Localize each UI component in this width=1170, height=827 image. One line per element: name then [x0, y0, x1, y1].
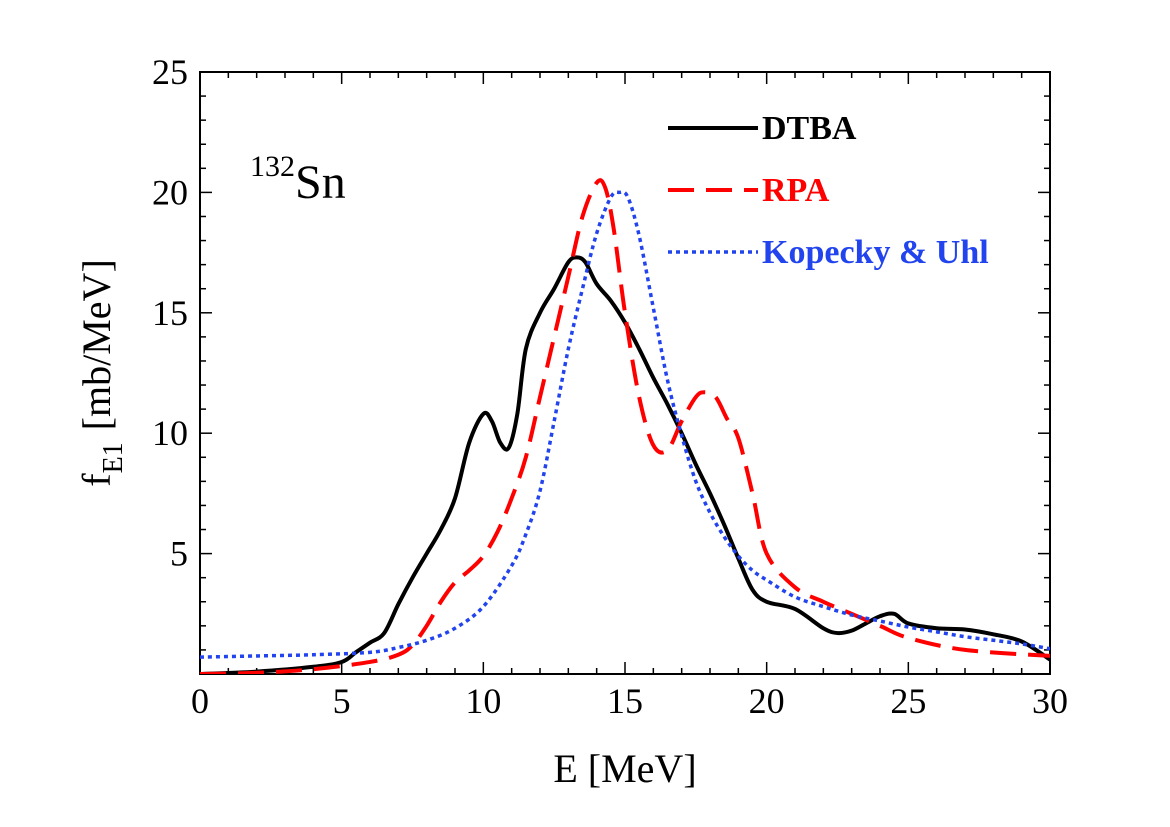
x-tick-label: 30: [1032, 681, 1068, 721]
legend-label-kopecky-uhl: Kopecky & Uhl: [762, 234, 989, 271]
x-tick-label: 5: [333, 681, 351, 721]
ticks: [199, 71, 1051, 675]
x-tick-label: 0: [191, 681, 209, 721]
y-axis-title: fE1 [mb/MeV]: [74, 259, 129, 487]
legend-label-rpa: RPA: [762, 172, 830, 209]
x-tick-label: 20: [749, 681, 785, 721]
series-line-kopecky-uhl: [200, 190, 1050, 659]
y-axis-sub: E1: [98, 442, 129, 473]
x-axis-title: E [MeV]: [553, 746, 696, 791]
y-tick-label: 25: [152, 52, 188, 92]
legend-label-dtba: DTBA: [762, 110, 857, 147]
y-tick-label: 15: [152, 293, 188, 333]
x-tick-label: 15: [607, 681, 643, 721]
x-tick-label: 10: [465, 681, 501, 721]
nucleus-mass: 132: [250, 150, 295, 183]
x-tick-label: 25: [890, 681, 926, 721]
tick-labels: 0 5 10 15 20 25 30 5 10 15 20 25: [152, 52, 1068, 721]
legend: DTBA RPA Kopecky & Uhl: [668, 110, 989, 271]
series-line-dtba: [200, 255, 1050, 674]
y-tick-label: 20: [152, 172, 188, 212]
series-line-rpa: [200, 178, 1050, 674]
y-axis-unit: [mb/MeV]: [74, 259, 119, 430]
y-axis-main: f: [74, 473, 119, 487]
series-layer: [200, 178, 1050, 674]
nucleus-label: 132Sn: [250, 150, 346, 209]
y-tick-label: 10: [152, 413, 188, 453]
y-tick-label: 5: [170, 534, 188, 574]
nucleus-symbol: Sn: [295, 156, 346, 209]
